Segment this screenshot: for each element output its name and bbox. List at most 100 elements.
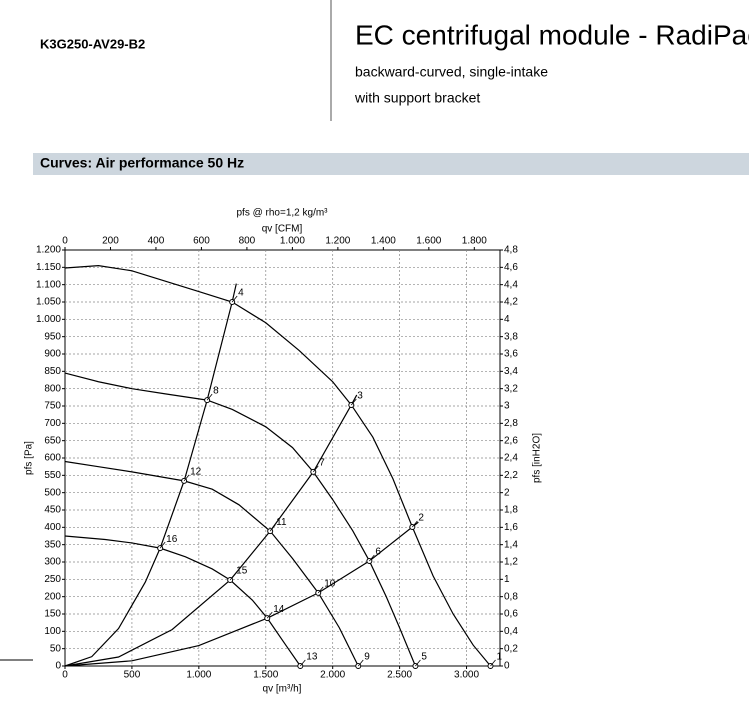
x-tick-label: 500	[124, 670, 141, 681]
y2-tick-label: 3,2	[504, 383, 518, 394]
point-leader	[412, 520, 418, 528]
y-tick-label: 1.050	[36, 297, 61, 308]
x2-axis-title: qv [CFM]	[262, 224, 303, 235]
y2-tick-label: 2,8	[504, 418, 518, 429]
point-label: 14	[273, 604, 285, 615]
point-leader	[269, 524, 276, 532]
y-tick-label: 1.100	[36, 279, 61, 290]
y2-tick-label: 1,6	[504, 522, 518, 533]
y2-tick-label: 3,8	[504, 331, 518, 342]
y2-tick-label: 2,4	[504, 453, 518, 464]
curve	[64, 394, 358, 667]
subtitle: backward-curved, single-intake	[355, 64, 548, 80]
point-leader	[183, 474, 190, 482]
y-tick-label: 800	[44, 383, 61, 394]
x2-tick-label: 1.200	[325, 236, 350, 247]
point-leader	[369, 554, 375, 562]
point-label: 5	[421, 652, 427, 663]
y2-tick-label: 2,6	[504, 435, 518, 446]
point-label: 6	[375, 547, 381, 558]
point-leader	[312, 465, 319, 473]
x-tick-label: 0	[62, 670, 68, 681]
point-leader	[490, 659, 496, 667]
y-tick-label: 950	[44, 331, 61, 342]
y2-tick-label: 3,4	[504, 366, 518, 377]
y-tick-label: 1.150	[36, 262, 61, 273]
x2-tick-label: 1.800	[462, 236, 487, 247]
x2-tick-label: 1.000	[280, 236, 305, 247]
point-leader	[229, 573, 236, 581]
y-tick-label: 700	[44, 418, 61, 429]
y2-tick-label: 0,4	[504, 626, 518, 637]
y-tick-label: 1.200	[36, 245, 61, 256]
section-bar	[33, 153, 749, 175]
point-label: 10	[324, 578, 336, 589]
y2-tick-label: 0,8	[504, 591, 518, 602]
x2-tick-label: 200	[102, 236, 119, 247]
page-title: EC centrifugal module - RadiPac	[355, 19, 749, 50]
y2-tick-label: 0,2	[504, 643, 518, 654]
y2-tick-label: 0	[504, 661, 510, 672]
x-tick-label: 1.500	[253, 670, 278, 681]
x2-tick-label: 600	[193, 236, 210, 247]
curve	[64, 264, 491, 667]
point-label: 2	[418, 513, 424, 524]
y-tick-label: 400	[44, 522, 61, 533]
point-label: 3	[357, 391, 363, 402]
section-title: Curves: Air performance 50 Hz	[40, 155, 244, 171]
x-tick-label: 3.000	[454, 670, 479, 681]
x-axis-title: qv [m³/h]	[263, 684, 302, 695]
x2-tick-label: 800	[239, 236, 256, 247]
x-tick-label: 2.000	[320, 670, 345, 681]
x-tick-label: 2.500	[387, 670, 412, 681]
curve	[64, 372, 416, 667]
point-label: 13	[306, 652, 318, 663]
curve	[64, 460, 359, 667]
point-label: 8	[213, 386, 219, 397]
y-axis-title: pfs [Pa]	[24, 441, 35, 475]
y2-tick-label: 2,2	[504, 470, 518, 481]
curve	[64, 535, 301, 667]
y-tick-label: 600	[44, 453, 61, 464]
y2-tick-label: 4,6	[504, 262, 518, 273]
y-tick-label: 500	[44, 487, 61, 498]
y-tick-label: 50	[50, 643, 62, 654]
y2-tick-label: 1,4	[504, 539, 518, 550]
y2-tick-label: 4,2	[504, 297, 518, 308]
point-label: 15	[236, 566, 248, 577]
point-label: 12	[190, 467, 202, 478]
y2-tick-label: 4	[504, 314, 510, 325]
subtitle: with support bracket	[354, 90, 480, 106]
y2-tick-label: 3,6	[504, 349, 518, 360]
y-tick-label: 250	[44, 574, 61, 585]
y-tick-label: 650	[44, 435, 61, 446]
y-tick-label: 450	[44, 505, 61, 516]
y-tick-label: 0	[55, 661, 61, 672]
y2-tick-label: 2	[504, 487, 510, 498]
y2-axis-title: pfs [inH2O]	[532, 433, 543, 483]
y2-tick-label: 4,4	[504, 279, 518, 290]
point-leader	[350, 398, 357, 406]
chart-title: pfs @ rho=1,2 kg/m³	[236, 208, 328, 219]
x-tick-label: 1.000	[186, 670, 211, 681]
point-leader	[159, 541, 166, 549]
y-tick-label: 300	[44, 557, 61, 568]
point-leader	[266, 611, 273, 619]
x2-tick-label: 1.400	[371, 236, 396, 247]
y-tick-label: 350	[44, 539, 61, 550]
y-tick-label: 850	[44, 366, 61, 377]
point-label: 4	[238, 288, 244, 299]
point-leader	[231, 295, 238, 303]
y-tick-label: 200	[44, 591, 61, 602]
point-label: 1	[496, 652, 502, 663]
y-tick-label: 1.000	[36, 314, 61, 325]
point-leader	[206, 393, 213, 401]
y2-tick-label: 3	[504, 401, 510, 412]
y-tick-label: 550	[44, 470, 61, 481]
point-leader	[299, 659, 306, 667]
point-leader	[415, 659, 421, 667]
y2-tick-label: 0,6	[504, 609, 518, 620]
point-label: 9	[364, 652, 370, 663]
